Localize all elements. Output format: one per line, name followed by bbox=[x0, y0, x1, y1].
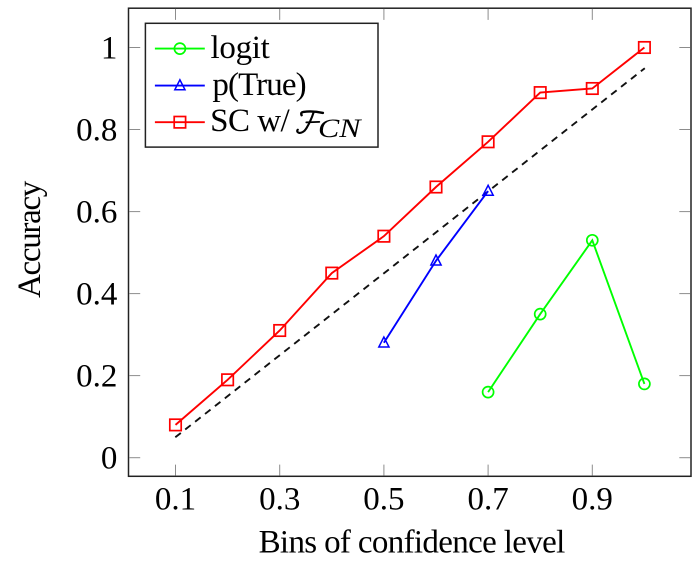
svg-text:Accuracy: Accuracy bbox=[12, 180, 48, 298]
svg-text:0.3: 0.3 bbox=[259, 482, 300, 518]
svg-text:Bins of confidence level: Bins of confidence level bbox=[259, 525, 566, 561]
svg-text:0.5: 0.5 bbox=[363, 482, 404, 518]
svg-text:0.6: 0.6 bbox=[76, 195, 117, 231]
svg-text:logit: logit bbox=[211, 30, 270, 66]
svg-text:0.2: 0.2 bbox=[76, 359, 117, 395]
svg-text:0: 0 bbox=[101, 441, 118, 477]
svg-text:0.7: 0.7 bbox=[467, 482, 508, 518]
svg-text:0.8: 0.8 bbox=[76, 113, 117, 149]
svg-text:0.4: 0.4 bbox=[76, 277, 117, 313]
svg-text:1: 1 bbox=[101, 31, 118, 67]
svg-text:SC w/: SC w/ bbox=[210, 103, 290, 139]
svg-text:0.9: 0.9 bbox=[572, 482, 613, 518]
svg-text:p(True): p(True) bbox=[212, 67, 305, 103]
svg-text:0.1: 0.1 bbox=[155, 482, 196, 518]
svg-text:CN: CN bbox=[318, 114, 363, 143]
